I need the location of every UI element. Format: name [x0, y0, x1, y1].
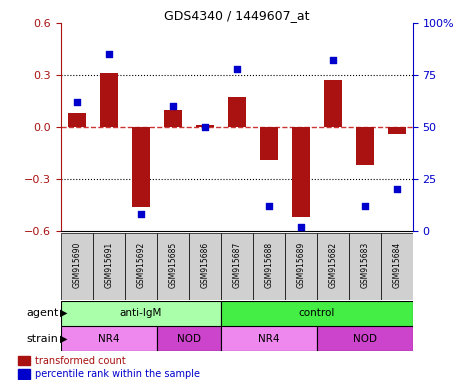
Point	[393, 186, 401, 192]
Text: ▶: ▶	[60, 334, 68, 344]
Text: NOD: NOD	[177, 334, 201, 344]
Point	[233, 66, 241, 72]
Bar	[125, 233, 157, 300]
Text: transformed count: transformed count	[35, 356, 125, 366]
Bar	[228, 98, 246, 127]
Text: GSM915682: GSM915682	[328, 242, 337, 288]
Bar	[18, 369, 30, 379]
Point	[105, 51, 113, 57]
Point	[169, 103, 177, 109]
Point	[137, 211, 144, 217]
Bar	[349, 233, 381, 300]
Bar	[189, 233, 221, 300]
Point	[73, 99, 81, 105]
Bar	[157, 326, 221, 351]
Bar	[164, 109, 182, 127]
Bar	[61, 301, 221, 326]
Bar	[221, 326, 317, 351]
Text: anti-IgM: anti-IgM	[120, 308, 162, 318]
Text: ▶: ▶	[60, 308, 68, 318]
Bar	[324, 80, 341, 127]
Text: GSM915689: GSM915689	[296, 242, 305, 288]
Text: GSM915684: GSM915684	[392, 242, 401, 288]
Point	[297, 223, 304, 230]
Bar	[356, 127, 373, 165]
Bar	[317, 233, 349, 300]
Point	[329, 57, 337, 63]
Title: GDS4340 / 1449607_at: GDS4340 / 1449607_at	[164, 9, 310, 22]
Text: NR4: NR4	[258, 334, 280, 344]
Bar	[388, 127, 406, 134]
Text: percentile rank within the sample: percentile rank within the sample	[35, 369, 200, 379]
Bar	[221, 301, 413, 326]
Bar	[285, 233, 317, 300]
Bar	[61, 233, 93, 300]
Text: strain: strain	[27, 334, 59, 344]
Bar	[317, 326, 413, 351]
Point	[361, 203, 369, 209]
Bar	[196, 125, 214, 127]
Text: GSM915685: GSM915685	[168, 242, 177, 288]
Text: NOD: NOD	[353, 334, 377, 344]
Bar	[61, 326, 157, 351]
Bar	[93, 233, 125, 300]
Text: GSM915688: GSM915688	[265, 242, 273, 288]
Bar	[157, 233, 189, 300]
Bar	[381, 233, 413, 300]
Point	[265, 203, 272, 209]
Text: GSM915687: GSM915687	[232, 242, 242, 288]
Text: GSM915683: GSM915683	[360, 242, 369, 288]
Text: control: control	[299, 308, 335, 318]
Bar	[132, 127, 150, 207]
Text: NR4: NR4	[98, 334, 120, 344]
Text: GSM915686: GSM915686	[200, 242, 209, 288]
Text: agent: agent	[26, 308, 59, 318]
Bar	[221, 233, 253, 300]
Bar	[253, 233, 285, 300]
Point	[201, 124, 209, 130]
Bar	[68, 113, 86, 127]
Text: GSM915692: GSM915692	[136, 242, 145, 288]
Bar	[260, 127, 278, 160]
Bar	[292, 127, 310, 217]
Bar	[18, 356, 30, 366]
Bar	[100, 73, 118, 127]
Text: GSM915690: GSM915690	[72, 242, 82, 288]
Text: GSM915691: GSM915691	[105, 242, 113, 288]
